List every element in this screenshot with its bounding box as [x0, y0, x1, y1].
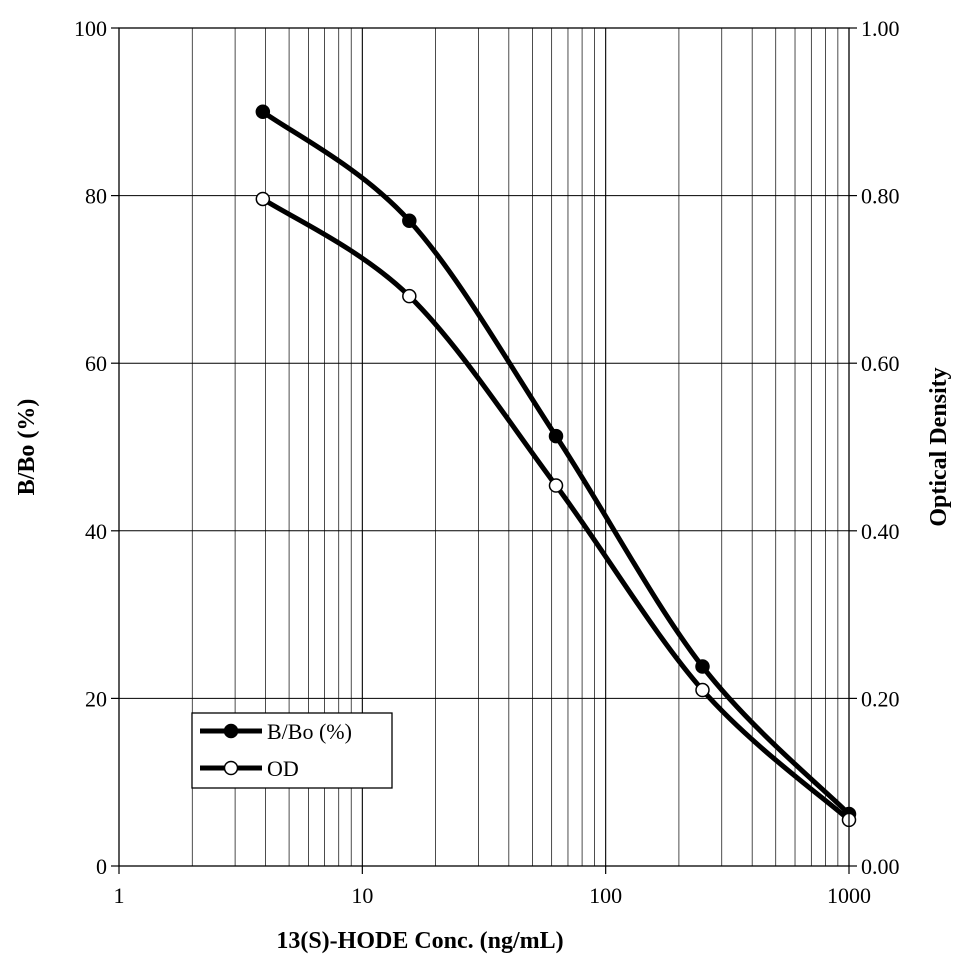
- y-tick-label: 80: [85, 184, 107, 209]
- legend-label-bbo: B/Bo (%): [267, 719, 352, 744]
- data-point: [548, 428, 564, 444]
- legend-marker-od: [223, 760, 239, 776]
- series-1: [255, 191, 857, 828]
- y-tick-label: 40: [85, 519, 107, 544]
- x-tick-label: 10: [351, 883, 373, 908]
- data-point: [255, 104, 271, 120]
- grid: [119, 28, 849, 866]
- y2-tick-label: 1.00: [861, 16, 900, 41]
- plot-frame: [118, 27, 850, 867]
- y-tick-label: 20: [85, 686, 107, 711]
- y2-tick-label: 0.80: [861, 184, 900, 209]
- data-point: [402, 288, 417, 304]
- legend-box: [191, 712, 393, 789]
- x-tick-label: 1: [114, 883, 125, 908]
- series-layer: [255, 104, 857, 828]
- x-axis-title: 13(S)-HODE Conc. (ng/mL): [276, 928, 563, 954]
- legend: B/Bo (%) OD: [191, 712, 393, 789]
- y-axis-title: B/Bo (%): [14, 399, 40, 496]
- y2-tick-label: 0.60: [861, 351, 900, 376]
- data-point: [402, 213, 417, 228]
- data-point: [695, 659, 710, 674]
- y2-axis-title: Optical Density: [926, 367, 952, 526]
- y2-tick-label: 0.00: [861, 854, 900, 879]
- x-tick-label: 1000: [827, 883, 871, 908]
- data-point: [255, 191, 271, 207]
- y2-tick-label: 0.20: [861, 686, 900, 711]
- y-tick-label: 100: [74, 16, 107, 41]
- y-tick-label: 60: [85, 351, 107, 376]
- data-point: [548, 478, 564, 493]
- legend-label-od: OD: [267, 756, 299, 781]
- data-point: [695, 682, 710, 698]
- legend-marker-bbo: [223, 723, 239, 739]
- y2-tick-label: 0.40: [861, 519, 900, 544]
- axes: 1 10 100 1000 0 20 40 60 80 100 0.00 0.20 0.40 0.60 0.…: [74, 16, 900, 908]
- x-tick-label: 100: [589, 883, 622, 908]
- y-tick-label: 0: [96, 854, 107, 879]
